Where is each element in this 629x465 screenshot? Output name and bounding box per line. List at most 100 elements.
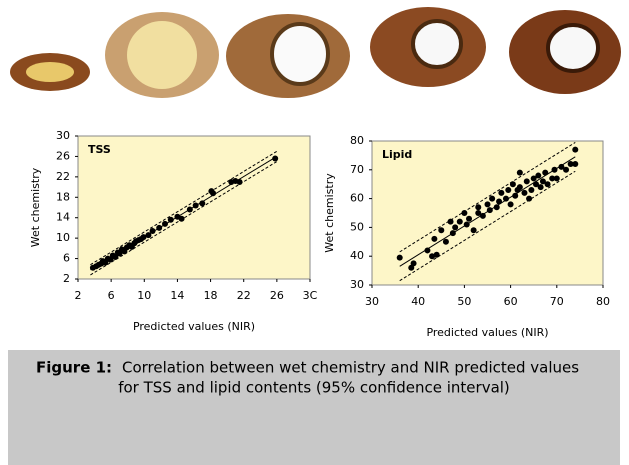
y-tick-label: 50 [350,220,364,233]
point [512,192,519,199]
point [236,178,243,185]
point [178,215,185,222]
y-tick-label: 30 [56,129,70,142]
point [549,175,556,182]
point [466,215,473,222]
point [410,260,417,267]
point [156,224,163,231]
coconut-photos [10,7,621,98]
point [563,166,570,173]
point [489,195,496,202]
point [424,247,431,254]
caption-text: for TSS and lipid contents (95% confiden… [118,379,510,397]
point [438,227,445,234]
point [523,178,530,185]
point [496,198,503,205]
y-tick-label: 70 [350,163,364,176]
x-tick-label: 70 [550,295,564,308]
point [442,238,449,245]
caption-box [8,350,620,465]
point [539,178,546,185]
y-tick-label: 40 [350,249,364,262]
point [572,146,579,153]
series-label: Lipid [382,148,412,161]
point [537,184,544,191]
y-tick-label: 18 [56,190,70,203]
confidence-band [399,142,576,253]
y-tick-label: 26 [56,149,70,162]
point [551,166,558,173]
y-tick-label: 30 [350,278,364,291]
point [558,163,565,170]
point [567,161,574,168]
caption-text: Correlation between wet chemistry and NI… [122,359,579,377]
point [544,181,551,188]
x-tick-label: 10 [137,289,151,302]
point [162,220,168,227]
point [431,235,438,242]
point [433,251,440,258]
x-tick-label: 14 [170,289,184,302]
point [486,207,493,214]
y-tick-label: 80 [350,134,364,147]
confidence-band [90,150,278,266]
point [192,202,199,209]
y-axis-label: Wet chemistry [323,173,336,253]
point [461,210,468,216]
point [498,189,505,196]
y-tick-label: 14 [56,211,70,224]
point [521,189,528,196]
y-tick-label: 2 [63,272,70,285]
point [553,175,560,182]
point [535,172,542,179]
point [516,169,523,176]
point [199,200,206,207]
point [530,175,537,182]
x-tick-label: 50 [457,295,471,308]
series-label: TSS [88,143,111,156]
point [493,204,500,211]
confidence-band [399,170,576,282]
point [475,210,482,216]
y-tick-label: 6 [63,252,70,265]
x-tick-label: 6 [108,289,115,302]
x-tick-label: 60 [504,295,518,308]
point [479,212,486,219]
point [208,188,215,195]
point [186,206,193,213]
x-tick-label: 80 [596,295,610,308]
x-tick-label: 2 [75,289,82,302]
point [429,253,436,260]
x-axis-label: Predicted values (NIR) [133,320,255,333]
point [272,155,279,162]
x-tick-label: 22 [237,289,251,302]
point [526,195,533,202]
point [396,254,403,261]
confidence-band [90,161,278,276]
x-tick-label: 40 [411,295,425,308]
point [502,195,509,202]
point [533,181,540,188]
point [475,204,482,211]
point [149,227,156,234]
point [112,254,119,261]
point [516,184,523,191]
point [167,216,174,223]
point [528,186,535,193]
point [572,161,579,168]
y-tick-label: 10 [56,231,70,244]
point [145,232,152,239]
caption-label: Figure 1: [36,359,112,377]
point [447,218,454,225]
x-tick-label: 26 [270,289,284,302]
point [505,186,512,193]
point [452,224,459,231]
point [140,234,147,241]
point [509,181,516,188]
y-axis-label: Wet chemistry [29,167,42,247]
point [484,201,491,208]
x-axis-label: Predicted values (NIR) [426,326,548,339]
x-tick-label: 3C [303,289,318,302]
point [449,230,456,237]
